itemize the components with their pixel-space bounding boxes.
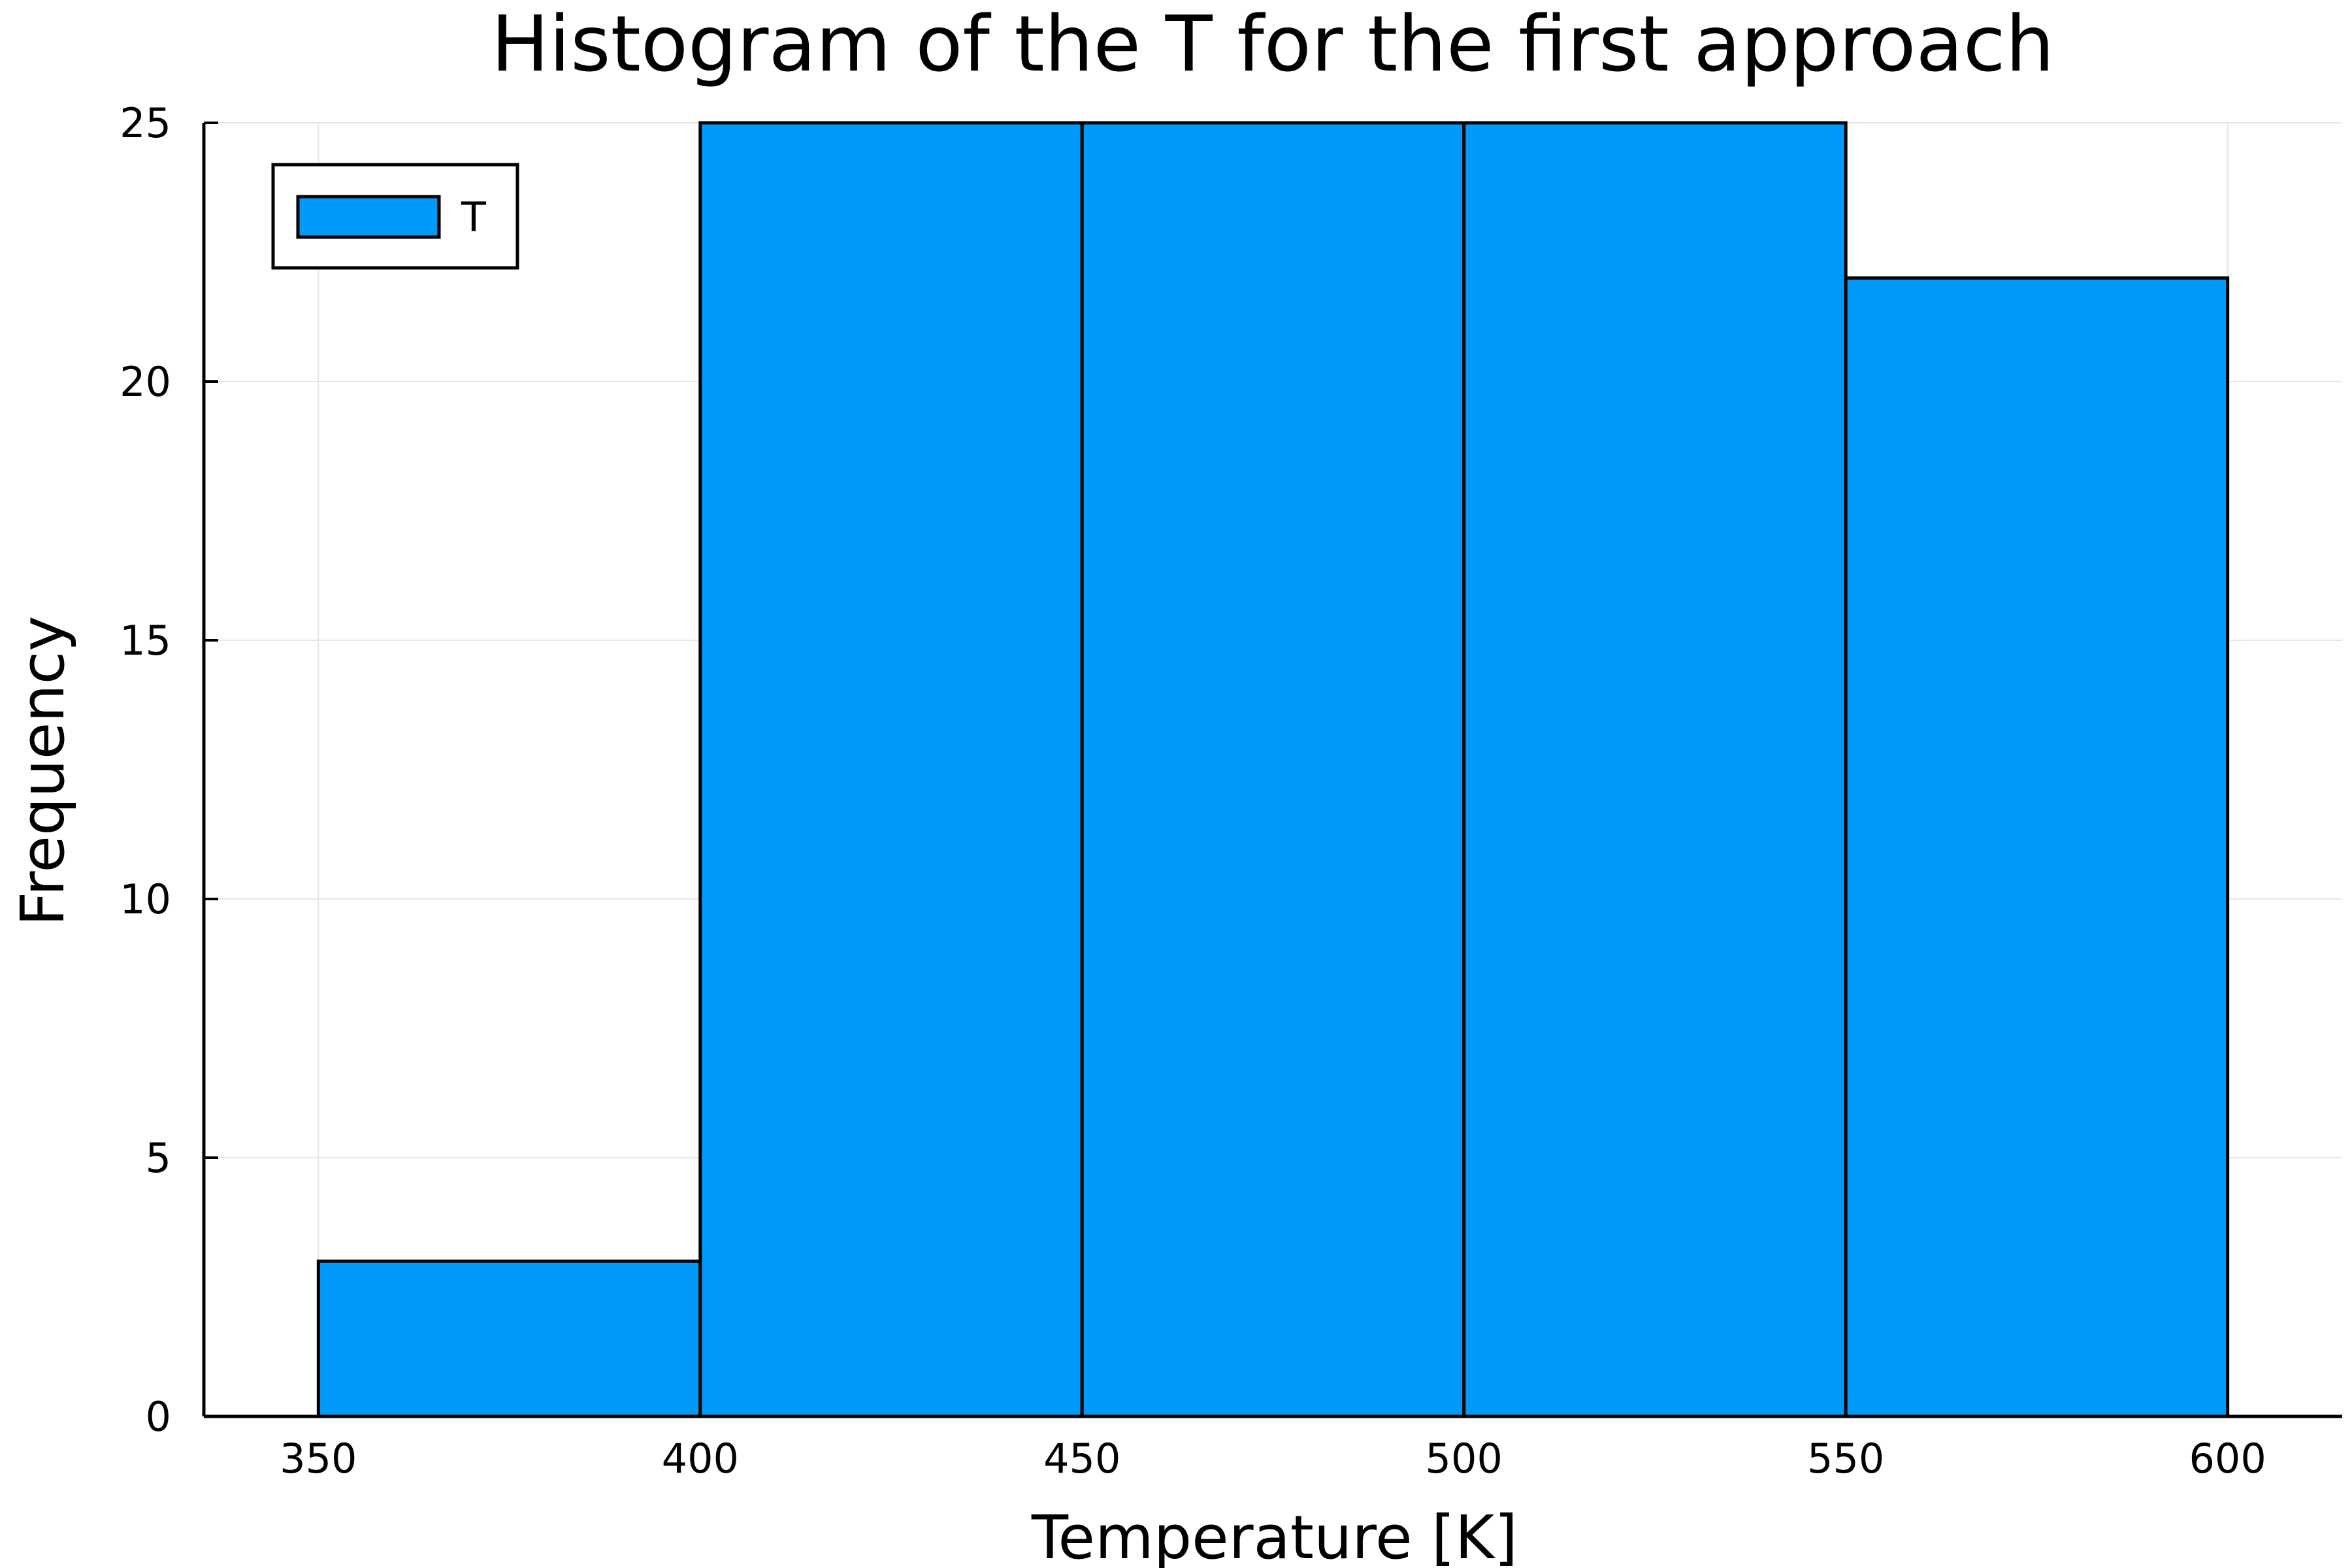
y-tick-label: 15 — [120, 617, 171, 664]
tick-labels: 350 400 450 500 550 600 0 5 10 15 20 25 — [120, 99, 2266, 1482]
y-tick-label: 0 — [146, 1393, 171, 1441]
x-tick-label: 400 — [662, 1435, 739, 1482]
y-tick-label: 25 — [120, 99, 171, 147]
y-tick-label: 5 — [146, 1134, 171, 1182]
histogram-bar — [316, 1259, 702, 1418]
x-tick-label: 550 — [1807, 1435, 1884, 1482]
x-tick-label: 450 — [1043, 1435, 1120, 1482]
x-tick-label: 500 — [1426, 1435, 1503, 1482]
histogram-bar — [1462, 121, 1848, 1418]
histogram-bar — [1844, 276, 2230, 1418]
legend-label: T — [461, 193, 487, 241]
x-axis-label: Temperature [K] — [1031, 1503, 1518, 1568]
legend-swatch — [296, 195, 441, 239]
x-tick-label: 350 — [280, 1435, 357, 1482]
histogram-bar — [1080, 121, 1466, 1418]
histogram-bar — [698, 121, 1084, 1418]
legend: T — [271, 163, 519, 270]
y-axis-label: Frequency — [8, 615, 78, 926]
y-tick-label: 20 — [120, 358, 171, 406]
axes — [202, 122, 2342, 1418]
y-tick-label: 10 — [120, 875, 171, 923]
x-tick-label: 600 — [2189, 1435, 2266, 1482]
chart-title: Histogram of the T for the first approac… — [491, 0, 2055, 89]
bars — [316, 121, 2230, 1418]
